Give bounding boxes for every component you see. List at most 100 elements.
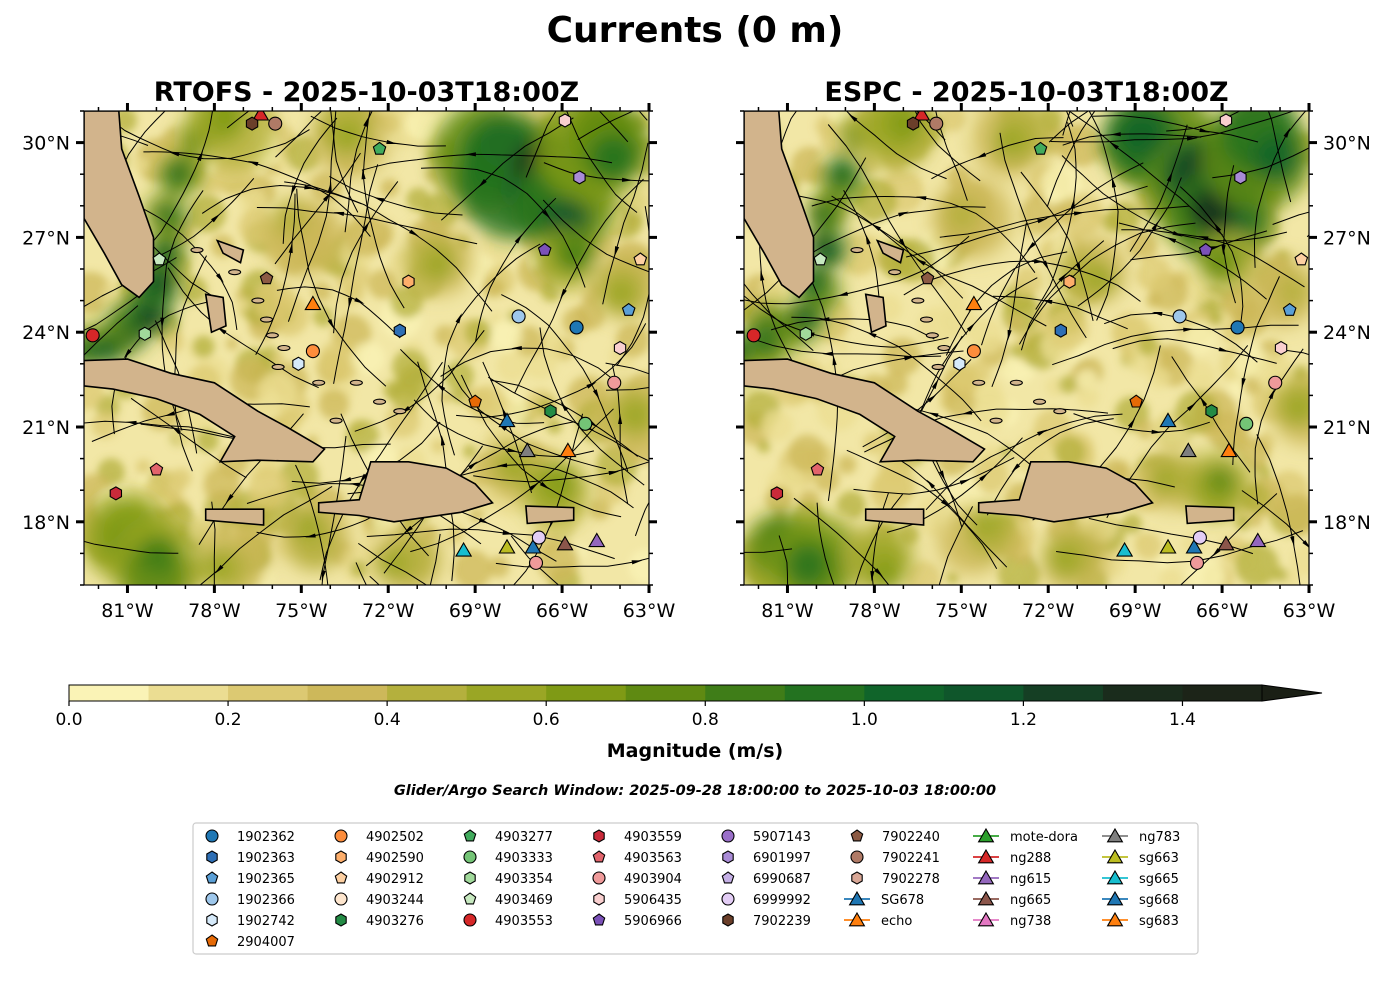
x-tick-label: 66°W [1196, 600, 1249, 622]
streamline-arrow [348, 297, 353, 309]
streamline-arrow [1290, 536, 1295, 547]
marker-ng288 [252, 111, 270, 121]
streamline-arrow [164, 411, 176, 417]
streamline-arrow [1007, 329, 1012, 341]
streamline-arrow [304, 185, 315, 190]
streamline-arrow [1011, 463, 1021, 473]
marker-5906966 [1198, 242, 1213, 256]
legend-label: 7902278 [882, 872, 940, 887]
speed-jet [1205, 249, 1232, 276]
colorbar-segment [705, 685, 786, 701]
streamline-arrow [322, 192, 331, 202]
streamline [770, 318, 935, 340]
streamline [1267, 111, 1292, 203]
streamline-arrow [931, 378, 939, 390]
legend-marker [205, 829, 219, 843]
streamline-arrow [874, 568, 884, 578]
speed-patch [247, 466, 290, 509]
y-tick-label: 30°N [22, 133, 70, 155]
panel-espc: ESPC - 2025-10-03T18:00Z 81°W 78°W 75°W 72°W… [656, 67, 1371, 622]
speed-jet [377, 548, 408, 580]
speed-jet [809, 204, 827, 222]
legend-marker [1106, 827, 1124, 843]
marker-sg663 [498, 538, 516, 554]
speed-jet [1205, 465, 1237, 496]
streamline-arrow [1211, 548, 1221, 558]
streamline-arrow [1165, 236, 1177, 244]
streamline-arrow [1037, 429, 1048, 436]
speed-patch [941, 283, 968, 309]
speed-patch [490, 319, 523, 352]
x-tick-label: 63°W [1283, 600, 1336, 622]
streamline-arrow [586, 382, 597, 389]
legend-label: ng738 [1010, 914, 1051, 929]
speed-patch [380, 178, 399, 198]
speed-patch [489, 311, 503, 325]
legend-marker [592, 850, 606, 863]
marker-sg665 [455, 541, 473, 557]
streamline-arrow [656, 171, 667, 175]
legend-label: mote-dora [1010, 830, 1078, 845]
speed-patch [853, 178, 898, 223]
puerto-rico-land [525, 505, 575, 525]
marker-sg663 [1159, 538, 1177, 554]
marker-sg683 [559, 442, 577, 458]
streamline-arrow [51, 378, 60, 387]
andros-land [204, 293, 227, 334]
streamline [1104, 312, 1258, 363]
streamline-arrow [386, 139, 397, 144]
streamline [333, 164, 379, 384]
legend-marker [334, 871, 348, 884]
marker-ng615 [1249, 532, 1267, 548]
streamline [744, 282, 814, 351]
legend-label: 7902240 [882, 830, 940, 845]
observation-markers [746, 111, 1309, 570]
colorbar-segment [148, 685, 229, 701]
speed-patch [392, 349, 429, 386]
legend-item: 4903244 [334, 892, 424, 908]
legend-marker [463, 850, 477, 864]
speed-patch [1248, 513, 1263, 527]
legend-marker [334, 829, 348, 843]
streamline [780, 111, 798, 145]
streamline-arrow [465, 152, 476, 157]
streamline-arrow [542, 209, 551, 220]
marker-4902502 [966, 344, 981, 359]
island [372, 398, 387, 405]
marker-1902362 [1230, 320, 1245, 335]
speed-patch [973, 457, 1009, 493]
streamline-arrow [702, 84, 713, 88]
streamline-arrow [966, 322, 976, 332]
streamline-arrow [215, 273, 224, 283]
speed-patch [226, 337, 239, 350]
streamline-arrow [409, 229, 420, 237]
streamline-arrow [618, 413, 623, 424]
streamline-arrow [72, 307, 82, 314]
streamline [1088, 111, 1119, 321]
y-tick-label: 21°N [1323, 417, 1371, 439]
marker-4903904 [607, 375, 622, 390]
speed-jet [203, 551, 235, 583]
streamline-arrow [1241, 377, 1246, 389]
speed-patch [546, 418, 562, 434]
colorbar-extend-arrow [1261, 684, 1323, 702]
marker-7902241 [929, 116, 944, 131]
legend-marker [334, 892, 348, 906]
marker-4903276 [1205, 404, 1218, 419]
streamline [938, 506, 974, 585]
streamline-arrow [939, 470, 946, 481]
legend-item: ng615 [973, 869, 1051, 887]
x-tick-label: 63°W [623, 600, 676, 622]
colorbar-segment [69, 685, 150, 701]
legend-label: SG678 [881, 893, 924, 908]
streamline-arrow [1111, 177, 1117, 188]
streamline-arrow [1164, 67, 1174, 73]
streamline [1092, 115, 1259, 143]
legend-item: ng665 [973, 890, 1051, 908]
streamline-arrow [359, 473, 368, 484]
legend-label: 4902502 [366, 830, 424, 845]
marker-1902363 [393, 323, 406, 338]
colorbar-tick-label: 0.4 [374, 710, 401, 730]
speed-patch [1047, 308, 1089, 351]
legend-label: sg665 [1139, 872, 1179, 887]
